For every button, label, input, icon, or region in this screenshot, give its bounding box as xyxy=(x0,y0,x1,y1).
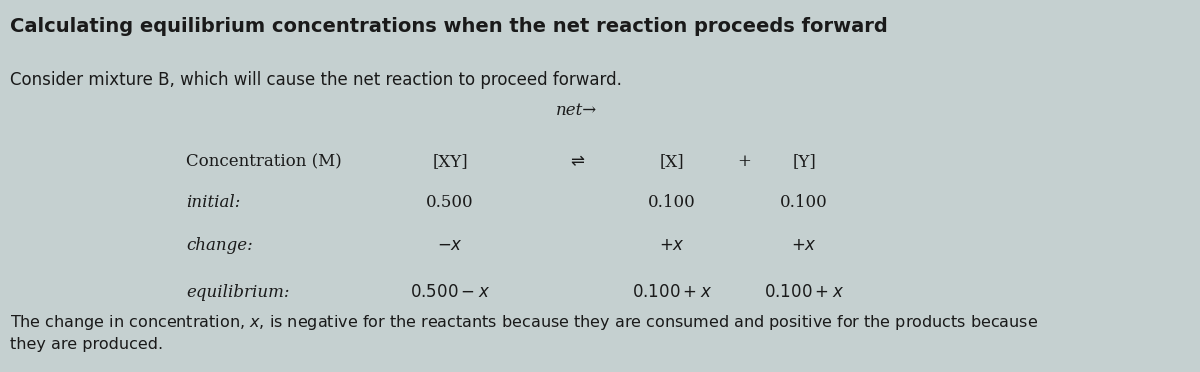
Text: $+x$: $+x$ xyxy=(659,237,685,254)
Text: [X]: [X] xyxy=(660,153,684,170)
Text: $0.100+x$: $0.100+x$ xyxy=(632,283,712,301)
Text: Consider mixture B, which will cause the net reaction to proceed forward.: Consider mixture B, which will cause the… xyxy=(10,71,622,89)
Text: $+x$: $+x$ xyxy=(791,237,817,254)
Text: 0.100: 0.100 xyxy=(648,194,696,211)
Text: 0.100: 0.100 xyxy=(780,194,828,211)
Text: $0.100+x$: $0.100+x$ xyxy=(764,283,844,301)
Text: [Y]: [Y] xyxy=(792,153,816,170)
Text: initial:: initial: xyxy=(186,194,240,211)
Text: +: + xyxy=(737,153,751,170)
Text: Calculating equilibrium concentrations when the net reaction proceeds forward: Calculating equilibrium concentrations w… xyxy=(10,17,887,36)
Text: change:: change: xyxy=(186,237,253,254)
Text: The change in concentration, $x$, is negative for the reactants because they are: The change in concentration, $x$, is neg… xyxy=(10,313,1038,352)
Text: 0.500: 0.500 xyxy=(426,194,474,211)
Text: equilibrium:: equilibrium: xyxy=(186,283,289,301)
Text: $\rightleftharpoons$: $\rightleftharpoons$ xyxy=(566,153,586,170)
Text: [XY]: [XY] xyxy=(432,153,468,170)
Text: $0.500-x$: $0.500-x$ xyxy=(410,283,490,301)
Text: net→: net→ xyxy=(556,102,596,119)
Text: Concentration (M): Concentration (M) xyxy=(186,153,342,170)
Text: $-x$: $-x$ xyxy=(437,237,463,254)
